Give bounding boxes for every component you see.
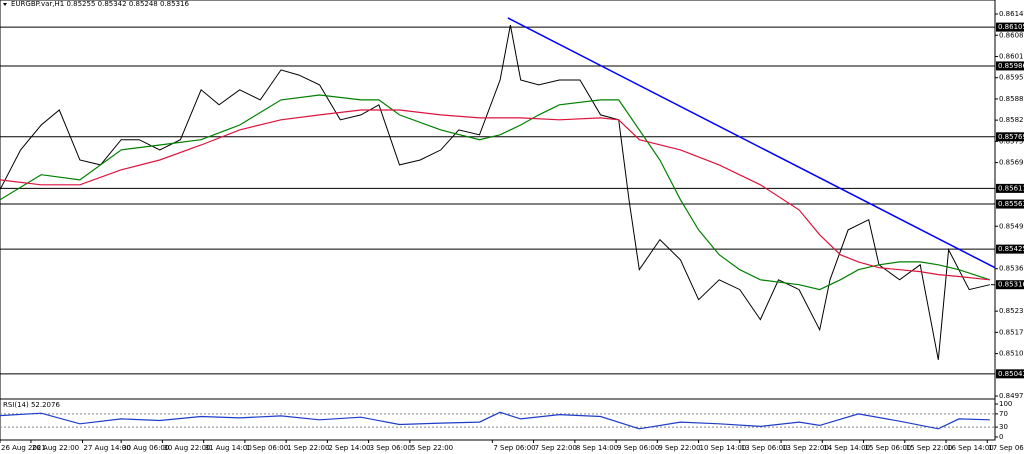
level-label: 0.85769 xyxy=(998,133,1024,141)
y-tick-label: 100 xyxy=(999,400,1012,408)
y-tick-label: 0.8582 xyxy=(999,116,1024,124)
x-tick-label: 7 Sep 06:00 xyxy=(493,444,535,452)
x-tick-label: 13 Sep 06:00 xyxy=(741,444,788,452)
menu-arrow xyxy=(3,3,7,6)
x-tick-label: 1 Sep 22:00 xyxy=(287,444,329,452)
y-tick-label: 0.86015 xyxy=(999,52,1024,60)
rsi-title: RSI(14) 52.2076 xyxy=(3,401,60,409)
y-tick-label: 0.85365 xyxy=(999,265,1024,273)
y-tick-label: 0.85105 xyxy=(999,350,1024,358)
x-tick-label: 27 Aug 14:00 xyxy=(83,444,130,452)
x-tick-label: 8 Sep 14:00 xyxy=(576,444,618,452)
level-label-bg xyxy=(996,199,1024,209)
level-label-bg xyxy=(996,132,1024,142)
x-tick-label: 10 Sep 14:00 xyxy=(700,444,747,452)
x-tick-label: 14 Sep 14:00 xyxy=(823,444,870,452)
trendline xyxy=(507,17,996,269)
y-tick-label: 0.85495 xyxy=(999,222,1024,230)
x-tick-label: 15 Sep 06:00 xyxy=(865,444,912,452)
x-tick-label: 3 Sep 06:00 xyxy=(370,444,412,452)
series-line xyxy=(0,25,990,360)
x-tick-label: 26 Aug 22:00 xyxy=(32,444,79,452)
level-label-bg xyxy=(996,183,1024,193)
chart-title: EURGBP.var,H1 0.85255 0.85342 0.85248 0.… xyxy=(11,0,189,8)
last-price-label: 0.85316 xyxy=(998,281,1024,289)
y-tick-label: 0.86145 xyxy=(999,10,1024,18)
x-tick-label: 1 Sep 06:00 xyxy=(246,444,288,452)
y-tick-label: 0.8517 xyxy=(999,328,1024,336)
level-label-bg xyxy=(996,369,1024,379)
level-label-bg xyxy=(996,61,1024,71)
y-tick-label: 0.85885 xyxy=(999,95,1024,103)
x-tick-label: 17 Sep 06:00 xyxy=(988,444,1024,452)
y-tick-label: 0.8608 xyxy=(999,31,1024,39)
level-label: 0.85043 xyxy=(998,370,1024,378)
x-tick-label: 9 Sep 06:00 xyxy=(617,444,659,452)
level-label: 0.85611 xyxy=(998,184,1024,192)
x-tick-label: 7 Sep 22:00 xyxy=(535,444,577,452)
x-tick-label: 30 Aug 22:00 xyxy=(163,444,210,452)
y-tick-label: 0.85755 xyxy=(999,137,1024,145)
x-tick-label: 2 Sep 14:00 xyxy=(328,444,370,452)
y-tick-label: 0.8569 xyxy=(999,159,1024,167)
level-label-bg xyxy=(996,22,1024,32)
x-tick-label: 9 Sep 22:00 xyxy=(658,444,700,452)
y-tick-label: 0 xyxy=(999,433,1003,441)
y-tick-label: 0.84975 xyxy=(999,392,1024,400)
x-tick-label: 30 Aug 06:00 xyxy=(122,444,169,452)
x-tick-label: 16 Sep 14:00 xyxy=(947,444,994,452)
y-tick-label: 0.8595 xyxy=(999,74,1024,82)
y-tick-label: 70 xyxy=(999,410,1008,418)
x-tick-label: 13 Sep 22:00 xyxy=(782,444,829,452)
y-tick-label: 30 xyxy=(999,423,1008,431)
last-price-bg xyxy=(996,280,1024,290)
level-label-bg xyxy=(996,244,1024,254)
x-tick-label: 5 Sep 22:00 xyxy=(411,444,453,452)
level-label: 0.85425 xyxy=(998,245,1024,253)
series-line xyxy=(0,411,990,430)
plot-frame xyxy=(0,0,996,441)
x-tick-label: 15 Sep 22:00 xyxy=(906,444,953,452)
x-tick-label: 31 Aug 14:00 xyxy=(205,444,252,452)
series-line xyxy=(0,94,990,291)
level-label: 0.85563 xyxy=(998,200,1024,208)
series-line xyxy=(0,109,990,281)
x-tick-label: 26 Aug 2021 xyxy=(1,444,46,452)
level-label: 0.85986 xyxy=(998,62,1024,70)
y-tick-label: 0.85235 xyxy=(999,307,1024,315)
level-label: 0.86105 xyxy=(998,23,1024,31)
